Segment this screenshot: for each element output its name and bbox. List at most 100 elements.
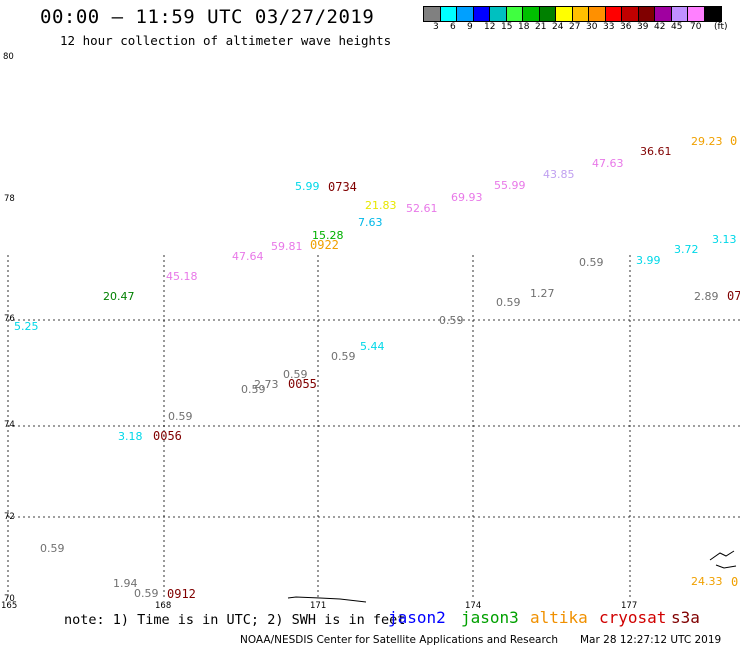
wave-height-label: 0.59 [168, 410, 193, 423]
lat-label: 76 [4, 314, 15, 324]
wave-height-label: 47.64 [232, 250, 264, 263]
legend-swatch [440, 7, 457, 21]
legend-swatch [671, 7, 688, 21]
wave-height-label: 0.59 [439, 314, 464, 327]
wave-height-label: 47.63 [592, 157, 624, 170]
wave-height-label: 0.59 [134, 587, 159, 600]
footer-note: note: 1) Time is in UTC; 2) SWH is in fe… [64, 612, 406, 628]
legend-tick-label: 39 [637, 22, 649, 32]
legend-tick-label: 9 [467, 22, 473, 32]
wave-height-label: 5.25 [14, 320, 39, 333]
wave-height-label: 1.27 [530, 287, 555, 300]
legend-swatch [457, 7, 474, 21]
wave-height-label: 0.59 [283, 368, 308, 381]
legend-swatch [556, 7, 573, 21]
pass-time-label: 0056 [153, 429, 182, 443]
wave-height-label: 52.61 [406, 202, 438, 215]
legend-tick-label: 42 [654, 22, 666, 32]
wave-height-label: 2.73 [254, 378, 279, 391]
legend-swatch [655, 7, 672, 21]
wave-height-label: 59.81 [271, 240, 303, 253]
lat-label: 80 [3, 52, 14, 62]
legend-swatch [473, 7, 490, 21]
wave-height-label: 5.99 [295, 180, 320, 193]
legend-swatch [424, 7, 441, 21]
legend-tick-label: 36 [620, 22, 632, 32]
legend-unit: (ft) [714, 22, 728, 32]
wave-height-label: 5.44 [360, 340, 385, 353]
legend-tick-label: 21 [535, 22, 547, 32]
legend-tick-label: 6 [450, 22, 456, 32]
wave-height-label: 21.83 [365, 199, 397, 212]
wave-height-label: 3.18 [118, 430, 143, 443]
wave-height-label: 43.85 [543, 168, 575, 181]
wave-height-label: 0.59 [331, 350, 356, 363]
lat-label: 78 [4, 194, 15, 204]
wave-height-label: 1.94 [113, 577, 138, 590]
legend-tick-label: 33 [603, 22, 615, 32]
color-scale-legend [423, 6, 722, 22]
pass-time-label: 0 [730, 134, 738, 148]
legend-swatch [704, 7, 721, 21]
pass-time-label: 07 [727, 289, 740, 303]
pass-time-label: 0734 [328, 180, 357, 194]
lon-label: 174 [465, 601, 482, 611]
satellite-legend-jason3: jason3 [461, 608, 519, 627]
wave-height-label: 55.99 [494, 179, 526, 192]
pass-time-label: 0922 [310, 238, 339, 252]
wave-height-label: 0.59 [241, 383, 266, 396]
legend-tick-label: 70 [690, 22, 702, 32]
legend-swatch [622, 7, 639, 21]
wave-height-label: 0.59 [579, 256, 604, 269]
satellite-legend-jason2: jason2 [388, 608, 446, 627]
map-grid [7, 255, 740, 603]
wave-height-label: 7.63 [358, 216, 383, 229]
page-subtitle: 12 hour collection of altimeter wave hei… [60, 33, 392, 48]
lat-label: 74 [4, 420, 15, 430]
lon-label: 177 [621, 601, 638, 611]
legend-tick-label: 15 [501, 22, 513, 32]
legend-swatch [572, 7, 589, 21]
satellite-legend-cryosat: cryosat [599, 608, 667, 627]
coastline-east [709, 550, 737, 569]
pass-time-label: 0 [731, 575, 739, 589]
wave-height-label: 29.23 [691, 135, 723, 148]
legend-swatch [605, 7, 622, 21]
wave-height-label: 36.61 [640, 145, 672, 158]
wave-height-label: 3.72 [674, 243, 699, 256]
legend-swatch [638, 7, 655, 21]
wave-height-label: 2.89 [694, 290, 719, 303]
legend-swatch [506, 7, 523, 21]
legend-swatch [539, 7, 556, 21]
wave-height-label: 69.93 [451, 191, 483, 204]
legend-swatch [523, 7, 540, 21]
legend-tick-label: 24 [552, 22, 564, 32]
coastline-south [287, 596, 367, 603]
wave-height-label: 0.59 [496, 296, 521, 309]
wave-height-label: 3.99 [636, 254, 661, 267]
legend-tick-label: 45 [671, 22, 683, 32]
legend-swatch [490, 7, 507, 21]
lat-label: 72 [4, 512, 15, 522]
lon-label: 165 [1, 601, 18, 611]
satellite-legend-altika: altika [530, 608, 588, 627]
lon-label: 168 [155, 601, 172, 611]
wave-height-label: 20.47 [103, 290, 135, 303]
wave-height-label: 45.18 [166, 270, 198, 283]
legend-tick-label: 27 [569, 22, 581, 32]
wave-height-label: 0.59 [40, 542, 65, 555]
legend-tick-label: 18 [518, 22, 530, 32]
legend-swatch [589, 7, 606, 21]
lat-label: 70 [4, 594, 15, 604]
credit-line: NOAA/NESDIS Center for Satellite Applica… [240, 634, 558, 646]
wave-height-label: 24.33 [691, 575, 723, 588]
pass-time-label: 0055 [288, 377, 317, 391]
wave-height-label: 3.13 [712, 233, 737, 246]
satellite-legend-s3a: s3a [671, 608, 700, 627]
generated-timestamp: Mar 28 12:27:12 UTC 2019 [580, 634, 722, 646]
legend-tick-label: 30 [586, 22, 598, 32]
lon-label: 171 [310, 601, 327, 611]
legend-swatch [688, 7, 705, 21]
pass-time-label: 0912 [167, 587, 196, 601]
page-title: 00:00 — 11:59 UTC 03/27/2019 [40, 6, 375, 28]
